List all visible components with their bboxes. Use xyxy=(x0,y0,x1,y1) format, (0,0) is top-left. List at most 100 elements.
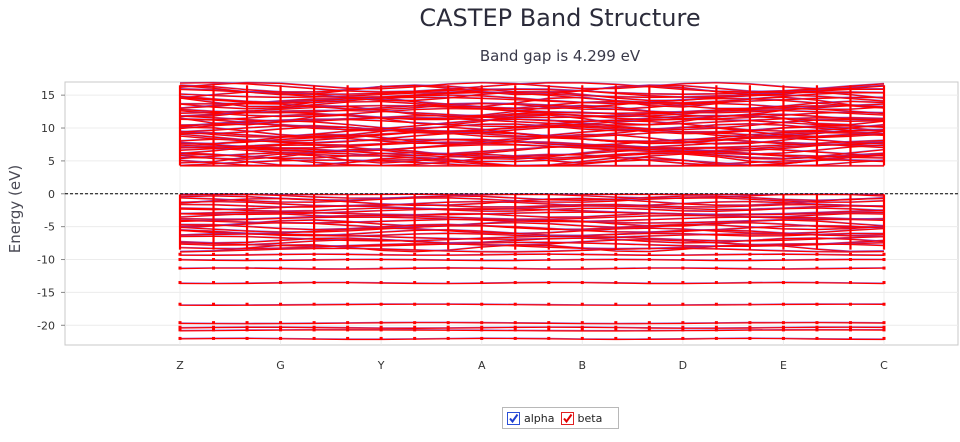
band-marker-point xyxy=(681,258,685,262)
x-tick-label: Z xyxy=(176,359,184,372)
band-marker-point xyxy=(815,252,819,256)
band-marker-point xyxy=(748,325,752,329)
band-marker-point xyxy=(178,281,182,285)
band-marker-point xyxy=(714,328,718,332)
band-marker-point xyxy=(446,328,450,332)
beta-band-line xyxy=(179,144,885,156)
band-marker-point xyxy=(178,252,182,256)
band-marker-point xyxy=(815,321,819,325)
beta-band-line xyxy=(179,223,885,231)
band-marker-point xyxy=(212,325,216,329)
band-marker-point xyxy=(781,336,785,340)
beta-band-line xyxy=(179,102,885,114)
band-marker-point xyxy=(681,281,685,285)
legend-item-beta[interactable]: beta xyxy=(560,411,602,425)
beta-band-line xyxy=(179,216,885,223)
band-marker-point xyxy=(815,336,819,340)
band-marker-point xyxy=(848,266,852,270)
band-marker-point xyxy=(815,266,819,270)
band-marker-point xyxy=(781,252,785,256)
band-marker-point xyxy=(446,336,450,340)
band-marker-point xyxy=(848,325,852,329)
band-marker-point xyxy=(815,325,819,329)
beta-band-line xyxy=(179,82,885,93)
band-marker-point xyxy=(781,325,785,329)
band-marker-point xyxy=(748,302,752,306)
band-marker-point xyxy=(480,302,484,306)
band-marker-point xyxy=(848,336,852,340)
band-marker-point xyxy=(346,252,350,256)
band-marker-point xyxy=(413,281,417,285)
band-marker-point xyxy=(346,325,350,329)
checkbox-checked-icon[interactable] xyxy=(507,411,520,425)
beta-band-line xyxy=(179,281,885,285)
band-marker-point xyxy=(848,258,852,262)
band-marker-point xyxy=(614,336,618,340)
band-marker-point xyxy=(245,266,249,270)
beta-band-line xyxy=(179,337,885,341)
band-marker-point xyxy=(279,258,283,262)
band-marker-point xyxy=(312,321,316,325)
band-marker-point xyxy=(312,266,316,270)
band-marker-point xyxy=(245,258,249,262)
band-marker-point xyxy=(212,328,216,332)
beta-band-line xyxy=(179,258,885,262)
band-marker-point xyxy=(312,281,316,285)
band-marker-point xyxy=(580,302,584,306)
beta-band-line xyxy=(179,82,885,90)
band-marker-point xyxy=(647,266,651,270)
band-marker-point xyxy=(781,258,785,262)
band-marker-point xyxy=(212,336,216,340)
x-tick-label: C xyxy=(880,359,888,372)
band-marker-point xyxy=(647,258,651,262)
y-tick-label: 15 xyxy=(41,89,55,102)
band-marker-point xyxy=(212,302,216,306)
band-marker-point xyxy=(882,325,886,329)
band-marker-point xyxy=(547,252,551,256)
band-marker-point xyxy=(547,325,551,329)
band-marker-point xyxy=(245,302,249,306)
band-structure-plot: 15 10 5 0 -5 -10 -15 -20 Z G Y A B D E C xyxy=(37,81,959,372)
band-marker-point xyxy=(346,321,350,325)
band-marker-point xyxy=(647,281,651,285)
band-marker-point xyxy=(279,281,283,285)
band-marker-point xyxy=(379,252,383,256)
band-marker-point xyxy=(279,321,283,325)
band-marker-point xyxy=(681,336,685,340)
band-marker-point xyxy=(446,258,450,262)
band-marker-point xyxy=(279,336,283,340)
band-marker-point xyxy=(614,266,618,270)
band-marker-point xyxy=(245,321,249,325)
band-marker-point xyxy=(212,252,216,256)
band-marker-point xyxy=(480,328,484,332)
beta-band-line xyxy=(179,244,885,253)
band-marker-point xyxy=(513,328,517,332)
band-marker-point xyxy=(513,321,517,325)
band-marker-point xyxy=(882,321,886,325)
band-marker-point xyxy=(513,325,517,329)
band-marker-point xyxy=(815,328,819,332)
band-marker-point xyxy=(681,328,685,332)
band-marker-point xyxy=(312,336,316,340)
band-marker-point xyxy=(614,321,618,325)
beta-band-line xyxy=(179,138,885,147)
band-marker-point xyxy=(547,258,551,262)
x-tick-label: B xyxy=(579,359,587,372)
band-marker-point xyxy=(212,281,216,285)
band-marker-point xyxy=(580,325,584,329)
legend-item-alpha[interactable]: alpha xyxy=(507,411,555,425)
beta-band-line xyxy=(179,267,885,270)
band-marker-point xyxy=(413,266,417,270)
band-marker-point xyxy=(815,258,819,262)
band-marker-point xyxy=(614,328,618,332)
band-marker-point xyxy=(279,266,283,270)
band-marker-point xyxy=(547,321,551,325)
beta-band-line xyxy=(179,229,885,237)
band-marker-point xyxy=(882,302,886,306)
band-marker-point xyxy=(346,302,350,306)
band-marker-point xyxy=(580,266,584,270)
y-tick-label: 5 xyxy=(48,155,55,168)
checkbox-checked-icon[interactable] xyxy=(560,411,574,425)
band-marker-point xyxy=(513,266,517,270)
beta-band-line xyxy=(180,96,885,105)
